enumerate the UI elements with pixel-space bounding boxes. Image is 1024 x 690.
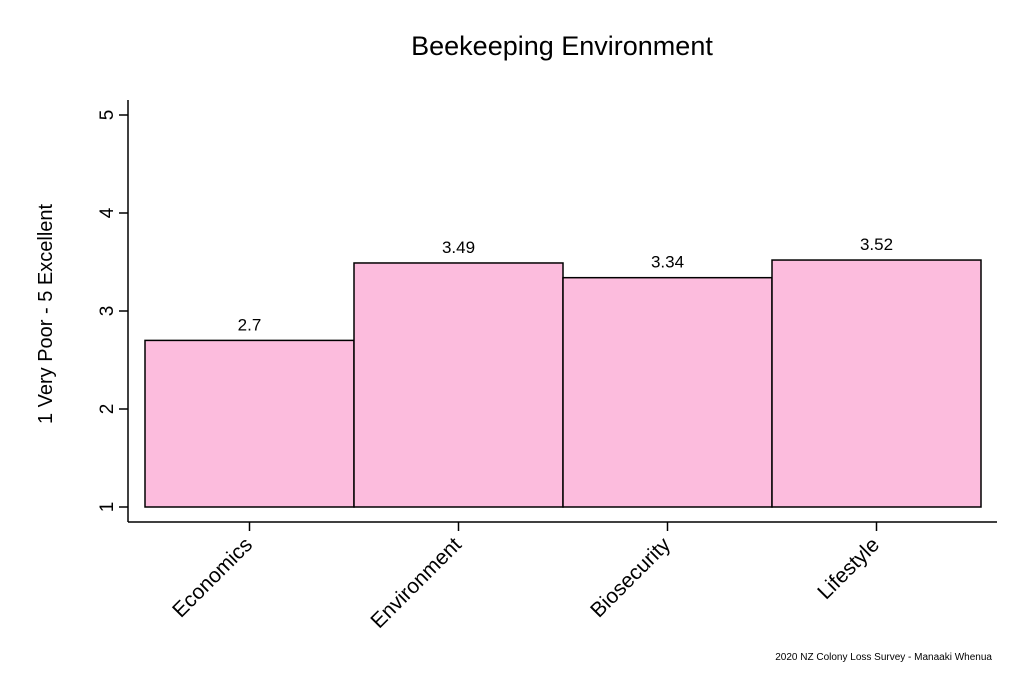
bars bbox=[144, 259, 982, 508]
bar-economics bbox=[144, 339, 355, 508]
bar-biosecurity bbox=[562, 276, 773, 508]
y-tick-label: 1 bbox=[97, 502, 118, 513]
bar-environment bbox=[353, 262, 564, 508]
data-label: 3.52 bbox=[860, 235, 893, 254]
x-tick-label: Lifestyle bbox=[813, 533, 884, 604]
x-tick-label: Biosecurity bbox=[586, 533, 675, 622]
bar-lifestyle bbox=[771, 259, 982, 508]
data-label: 3.34 bbox=[651, 253, 684, 272]
data-label: 3.49 bbox=[442, 238, 475, 257]
y-tick-label: 5 bbox=[97, 110, 118, 121]
y-axis-label: 1 Very Poor - 5 Excellent bbox=[35, 204, 57, 425]
chart-title: Beekeeping Environment bbox=[411, 31, 713, 61]
data-labels: 2.7 3.49 3.34 3.52 bbox=[238, 235, 893, 334]
y-tick-label: 2 bbox=[97, 404, 118, 415]
data-label: 2.7 bbox=[238, 315, 262, 334]
x-tick-label: Economics bbox=[168, 533, 257, 622]
x-tick-label: Environment bbox=[366, 533, 466, 633]
y-tick-label: 4 bbox=[97, 207, 118, 218]
source-caption: 2020 NZ Colony Loss Survey - Manaaki Whe… bbox=[775, 652, 992, 663]
y-tick-label: 3 bbox=[97, 306, 118, 317]
